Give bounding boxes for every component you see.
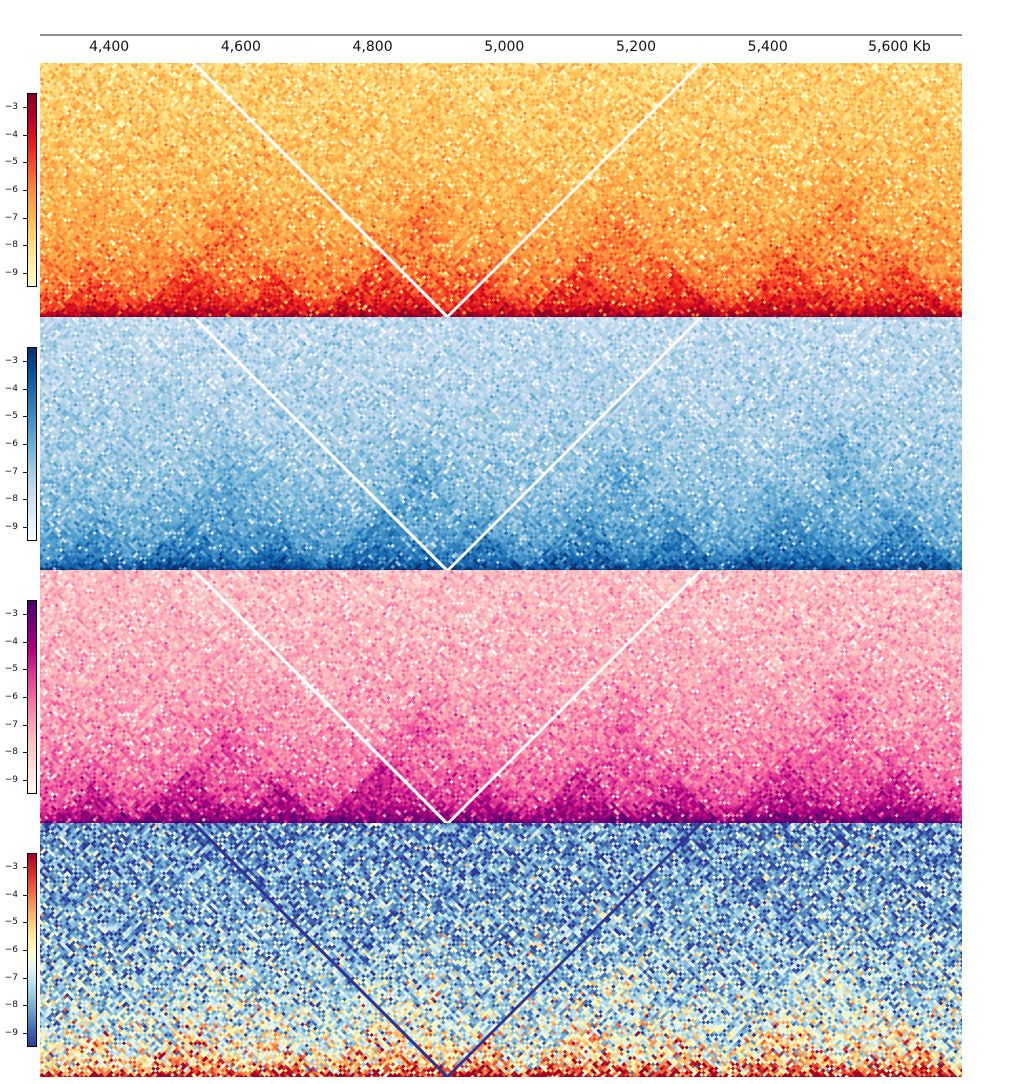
colorbar-tick-label: −9 (5, 268, 18, 278)
colorbar-tick-label: −9 (5, 522, 18, 532)
colorbar-tick-label: −6 (5, 692, 18, 702)
colorbar-tick-mark (23, 389, 27, 390)
colorbar-tick-mark (23, 162, 27, 163)
colorbar-tick-label: −8 (5, 494, 18, 504)
colorbar-tick-mark (23, 867, 27, 868)
colorbar-ticks-2: −3 −4 −5 −6 −7 −8 −9 (0, 347, 27, 541)
colorbar-tick-label: −8 (5, 240, 18, 250)
colorbar-tick-label: −3 (5, 356, 18, 366)
colorbar-tick-mark (23, 922, 27, 923)
colorbar-ticks-1: −3 −4 −5 −6 −7 −8 −9 (0, 93, 27, 287)
colorbar-tick-mark (23, 669, 27, 670)
colorbar-tick-mark (23, 472, 27, 473)
colorbar-tick-mark (23, 780, 27, 781)
colorbar-1 (27, 93, 37, 287)
colorbar-tick-label: −4 (5, 637, 18, 647)
x-tick-label: 5,600 Kb (868, 39, 931, 55)
colorbar-tick-mark (23, 1005, 27, 1006)
colorbar-tick-label: −4 (5, 384, 18, 394)
colorbar-tick-label: −5 (5, 917, 18, 927)
colorbar-tick-mark (23, 107, 27, 108)
colorbar-tick-label: −7 (5, 467, 18, 477)
colorbar-tick-label: −8 (5, 747, 18, 757)
colorbar-tick-mark (23, 642, 27, 643)
colorbar-2 (27, 347, 37, 541)
colorbar-tick-mark (23, 273, 27, 274)
colorbar-ticks-4: −3 −4 −5 −6 −7 −8 −9 (0, 853, 27, 1047)
colorbar-tick-mark (23, 752, 27, 753)
x-tick-label: 4,600 (221, 39, 261, 55)
x-tick-label: 4,800 (353, 39, 393, 55)
colorbar-tick-label: −5 (5, 157, 18, 167)
colorbar-tick-label: −7 (5, 973, 18, 983)
colorbar-tick-label: −5 (5, 664, 18, 674)
colorbar-tick-mark (23, 416, 27, 417)
colorbar-tick-mark (23, 444, 27, 445)
colorbar-tick-label: −9 (5, 1028, 18, 1038)
colorbar-tick-label: −6 (5, 945, 18, 955)
colorbar-tick-mark (23, 614, 27, 615)
colorbar-tick-mark (23, 527, 27, 528)
colorbar-tick-label: −3 (5, 862, 18, 872)
colorbar-tick-label: −5 (5, 411, 18, 421)
colorbar-tick-mark (23, 1033, 27, 1034)
colorbar-tick-mark (23, 697, 27, 698)
x-tick-label: 5,200 (616, 39, 656, 55)
colorbar-tick-mark (23, 499, 27, 500)
heatmap-panel-4 (40, 823, 962, 1077)
x-tick-label: 5,400 (748, 39, 788, 55)
colorbar-tick-mark (23, 245, 27, 246)
colorbar-tick-label: −4 (5, 130, 18, 140)
colorbar-tick-mark (23, 361, 27, 362)
colorbar-tick-label: −3 (5, 609, 18, 619)
colorbar-tick-label: −9 (5, 775, 18, 785)
x-axis: 4,400 4,600 4,800 5,000 5,200 5,400 5,600 Kb (40, 20, 962, 64)
heatmap-panel-2 (40, 317, 962, 571)
x-tick-label: 4,400 (89, 39, 129, 55)
colorbar-tick-mark (23, 725, 27, 726)
colorbar-tick-label: −7 (5, 720, 18, 730)
colorbar-tick-mark (23, 978, 27, 979)
heatmap-panel-1 (40, 63, 962, 317)
heatmap-panel-3 (40, 570, 962, 824)
colorbar-3 (27, 600, 37, 794)
colorbar-tick-mark (23, 135, 27, 136)
colorbar-4 (27, 853, 37, 1047)
colorbar-tick-label: −3 (5, 102, 18, 112)
colorbar-tick-label: −6 (5, 185, 18, 195)
colorbar-tick-mark (23, 190, 27, 191)
colorbar-tick-label: −7 (5, 213, 18, 223)
colorbar-tick-mark (23, 895, 27, 896)
colorbar-tick-mark (23, 218, 27, 219)
colorbar-tick-label: −6 (5, 439, 18, 449)
colorbar-tick-label: −8 (5, 1000, 18, 1010)
colorbar-ticks-3: −3 −4 −5 −6 −7 −8 −9 (0, 600, 27, 794)
colorbar-tick-mark (23, 950, 27, 951)
colorbar-tick-label: −4 (5, 890, 18, 900)
x-tick-label: 5,000 (484, 39, 524, 55)
